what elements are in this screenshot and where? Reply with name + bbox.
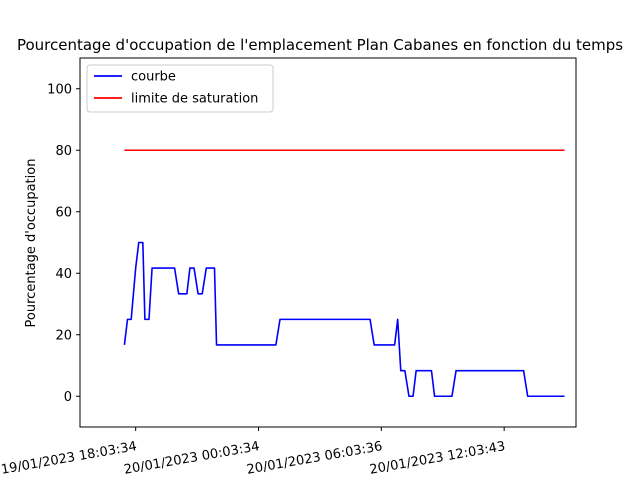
- chart-title: Pourcentage d'occupation de l'emplacemen…: [17, 36, 623, 54]
- y-axis-label: Pourcentage d'occupation: [24, 159, 39, 328]
- y-tick-label: 100: [47, 82, 72, 97]
- y-tick-label: 0: [64, 390, 72, 405]
- legend-box: [86, 64, 274, 113]
- y-tick-label: 40: [55, 267, 72, 282]
- y-tick-label: 20: [55, 328, 72, 343]
- y-tick-label: 60: [55, 205, 72, 220]
- series-line-courbe: [123, 241, 565, 398]
- plot-frame: [79, 57, 577, 428]
- legend: courbe limite de saturation: [86, 64, 274, 113]
- legend-label-limite-de-saturation: limite de saturation: [131, 92, 258, 107]
- y-tick-label: 80: [55, 144, 72, 159]
- plot-area: [79, 57, 577, 428]
- legend-label-courbe: courbe: [131, 70, 176, 85]
